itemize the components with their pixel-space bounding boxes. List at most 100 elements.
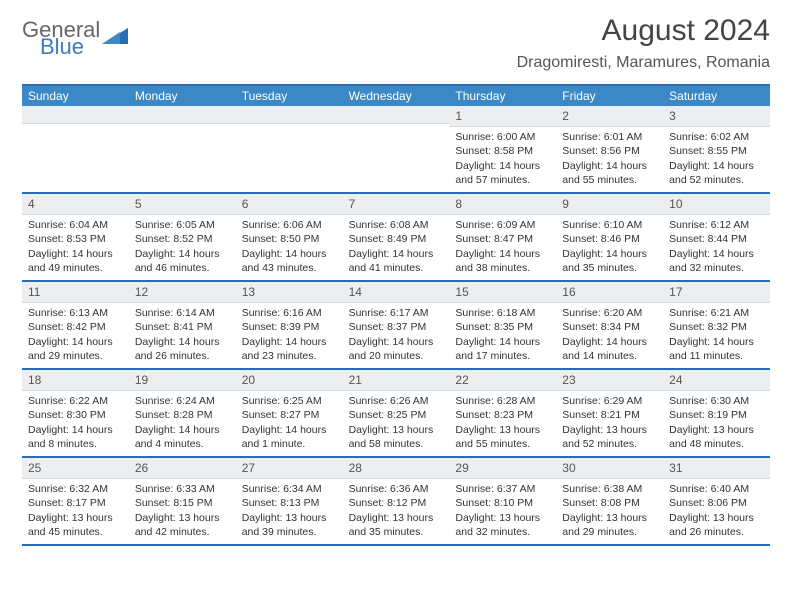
weekday-thu: Thursday bbox=[449, 86, 556, 106]
day-number: 16 bbox=[556, 282, 663, 303]
day-content: Sunrise: 6:18 AMSunset: 8:35 PMDaylight:… bbox=[449, 303, 556, 368]
day-content: Sunrise: 6:28 AMSunset: 8:23 PMDaylight:… bbox=[449, 391, 556, 456]
day-number: 25 bbox=[22, 458, 129, 479]
day-number: 28 bbox=[343, 458, 450, 479]
day-line: Daylight: 13 hours and 29 minutes. bbox=[562, 511, 657, 539]
day-content: Sunrise: 6:33 AMSunset: 8:15 PMDaylight:… bbox=[129, 479, 236, 544]
day-cell: 13Sunrise: 6:16 AMSunset: 8:39 PMDayligh… bbox=[236, 282, 343, 368]
day-content bbox=[343, 124, 450, 184]
day-number: 1 bbox=[449, 106, 556, 127]
day-cell: 30Sunrise: 6:38 AMSunset: 8:08 PMDayligh… bbox=[556, 458, 663, 544]
day-line: Sunrise: 6:37 AM bbox=[455, 482, 550, 496]
weekday-mon: Monday bbox=[129, 86, 236, 106]
day-cell bbox=[129, 106, 236, 192]
day-line: Sunset: 8:27 PM bbox=[242, 408, 337, 422]
day-line: Daylight: 14 hours and 38 minutes. bbox=[455, 247, 550, 275]
day-line: Daylight: 13 hours and 58 minutes. bbox=[349, 423, 444, 451]
day-line: Daylight: 14 hours and 41 minutes. bbox=[349, 247, 444, 275]
day-content: Sunrise: 6:13 AMSunset: 8:42 PMDaylight:… bbox=[22, 303, 129, 368]
day-cell: 1Sunrise: 6:00 AMSunset: 8:58 PMDaylight… bbox=[449, 106, 556, 192]
day-cell: 9Sunrise: 6:10 AMSunset: 8:46 PMDaylight… bbox=[556, 194, 663, 280]
day-line: Daylight: 13 hours and 26 minutes. bbox=[669, 511, 764, 539]
calendar: Sunday Monday Tuesday Wednesday Thursday… bbox=[22, 84, 770, 546]
day-line: Daylight: 14 hours and 52 minutes. bbox=[669, 159, 764, 187]
day-cell: 10Sunrise: 6:12 AMSunset: 8:44 PMDayligh… bbox=[663, 194, 770, 280]
header: General Blue August 2024 Dragomiresti, M… bbox=[0, 0, 792, 78]
day-line: Sunset: 8:46 PM bbox=[562, 232, 657, 246]
weekday-wed: Wednesday bbox=[343, 86, 450, 106]
day-line: Sunrise: 6:16 AM bbox=[242, 306, 337, 320]
day-content: Sunrise: 6:38 AMSunset: 8:08 PMDaylight:… bbox=[556, 479, 663, 544]
day-line: Daylight: 14 hours and 35 minutes. bbox=[562, 247, 657, 275]
day-line: Sunset: 8:50 PM bbox=[242, 232, 337, 246]
day-line: Daylight: 14 hours and 23 minutes. bbox=[242, 335, 337, 363]
day-cell: 25Sunrise: 6:32 AMSunset: 8:17 PMDayligh… bbox=[22, 458, 129, 544]
week-row: 11Sunrise: 6:13 AMSunset: 8:42 PMDayligh… bbox=[22, 282, 770, 370]
day-cell bbox=[343, 106, 450, 192]
day-number: 30 bbox=[556, 458, 663, 479]
day-content: Sunrise: 6:30 AMSunset: 8:19 PMDaylight:… bbox=[663, 391, 770, 456]
day-line: Daylight: 13 hours and 45 minutes. bbox=[28, 511, 123, 539]
day-cell: 11Sunrise: 6:13 AMSunset: 8:42 PMDayligh… bbox=[22, 282, 129, 368]
day-content: Sunrise: 6:40 AMSunset: 8:06 PMDaylight:… bbox=[663, 479, 770, 544]
day-line: Sunrise: 6:32 AM bbox=[28, 482, 123, 496]
day-content: Sunrise: 6:00 AMSunset: 8:58 PMDaylight:… bbox=[449, 127, 556, 192]
day-number: 21 bbox=[343, 370, 450, 391]
day-number: 5 bbox=[129, 194, 236, 215]
day-line: Sunrise: 6:09 AM bbox=[455, 218, 550, 232]
location-text: Dragomiresti, Maramures, Romania bbox=[517, 54, 770, 72]
day-line: Sunrise: 6:30 AM bbox=[669, 394, 764, 408]
day-content: Sunrise: 6:36 AMSunset: 8:12 PMDaylight:… bbox=[343, 479, 450, 544]
day-number: 6 bbox=[236, 194, 343, 215]
day-cell: 31Sunrise: 6:40 AMSunset: 8:06 PMDayligh… bbox=[663, 458, 770, 544]
day-number: 23 bbox=[556, 370, 663, 391]
day-line: Daylight: 13 hours and 39 minutes. bbox=[242, 511, 337, 539]
day-content: Sunrise: 6:34 AMSunset: 8:13 PMDaylight:… bbox=[236, 479, 343, 544]
day-content: Sunrise: 6:12 AMSunset: 8:44 PMDaylight:… bbox=[663, 215, 770, 280]
day-line: Daylight: 14 hours and 29 minutes. bbox=[28, 335, 123, 363]
day-number: 12 bbox=[129, 282, 236, 303]
day-cell: 28Sunrise: 6:36 AMSunset: 8:12 PMDayligh… bbox=[343, 458, 450, 544]
day-line: Daylight: 14 hours and 57 minutes. bbox=[455, 159, 550, 187]
day-line: Sunset: 8:06 PM bbox=[669, 496, 764, 510]
day-line: Sunrise: 6:13 AM bbox=[28, 306, 123, 320]
day-cell: 4Sunrise: 6:04 AMSunset: 8:53 PMDaylight… bbox=[22, 194, 129, 280]
day-line: Sunrise: 6:00 AM bbox=[455, 130, 550, 144]
day-number: 27 bbox=[236, 458, 343, 479]
day-content: Sunrise: 6:01 AMSunset: 8:56 PMDaylight:… bbox=[556, 127, 663, 192]
day-cell: 14Sunrise: 6:17 AMSunset: 8:37 PMDayligh… bbox=[343, 282, 450, 368]
day-line: Sunrise: 6:20 AM bbox=[562, 306, 657, 320]
day-cell: 22Sunrise: 6:28 AMSunset: 8:23 PMDayligh… bbox=[449, 370, 556, 456]
day-content bbox=[236, 124, 343, 184]
day-cell: 19Sunrise: 6:24 AMSunset: 8:28 PMDayligh… bbox=[129, 370, 236, 456]
day-line: Sunset: 8:47 PM bbox=[455, 232, 550, 246]
day-line: Sunset: 8:10 PM bbox=[455, 496, 550, 510]
day-line: Sunset: 8:34 PM bbox=[562, 320, 657, 334]
day-content: Sunrise: 6:24 AMSunset: 8:28 PMDaylight:… bbox=[129, 391, 236, 456]
day-cell: 16Sunrise: 6:20 AMSunset: 8:34 PMDayligh… bbox=[556, 282, 663, 368]
day-line: Sunset: 8:56 PM bbox=[562, 144, 657, 158]
day-number: 2 bbox=[556, 106, 663, 127]
day-line: Daylight: 13 hours and 35 minutes. bbox=[349, 511, 444, 539]
day-content: Sunrise: 6:05 AMSunset: 8:52 PMDaylight:… bbox=[129, 215, 236, 280]
weeks-container: 1Sunrise: 6:00 AMSunset: 8:58 PMDaylight… bbox=[22, 106, 770, 546]
page-title: August 2024 bbox=[517, 14, 770, 48]
day-cell: 18Sunrise: 6:22 AMSunset: 8:30 PMDayligh… bbox=[22, 370, 129, 456]
day-number: 18 bbox=[22, 370, 129, 391]
day-cell: 5Sunrise: 6:05 AMSunset: 8:52 PMDaylight… bbox=[129, 194, 236, 280]
day-cell: 24Sunrise: 6:30 AMSunset: 8:19 PMDayligh… bbox=[663, 370, 770, 456]
day-number: 24 bbox=[663, 370, 770, 391]
weekday-header: Sunday Monday Tuesday Wednesday Thursday… bbox=[22, 86, 770, 106]
day-line: Sunrise: 6:01 AM bbox=[562, 130, 657, 144]
week-row: 25Sunrise: 6:32 AMSunset: 8:17 PMDayligh… bbox=[22, 458, 770, 546]
day-content: Sunrise: 6:17 AMSunset: 8:37 PMDaylight:… bbox=[343, 303, 450, 368]
weekday-fri: Friday bbox=[556, 86, 663, 106]
day-line: Sunrise: 6:10 AM bbox=[562, 218, 657, 232]
day-cell: 7Sunrise: 6:08 AMSunset: 8:49 PMDaylight… bbox=[343, 194, 450, 280]
day-cell bbox=[236, 106, 343, 192]
day-number: 13 bbox=[236, 282, 343, 303]
day-line: Sunset: 8:35 PM bbox=[455, 320, 550, 334]
day-line: Sunrise: 6:17 AM bbox=[349, 306, 444, 320]
day-number: 29 bbox=[449, 458, 556, 479]
day-line: Sunrise: 6:29 AM bbox=[562, 394, 657, 408]
